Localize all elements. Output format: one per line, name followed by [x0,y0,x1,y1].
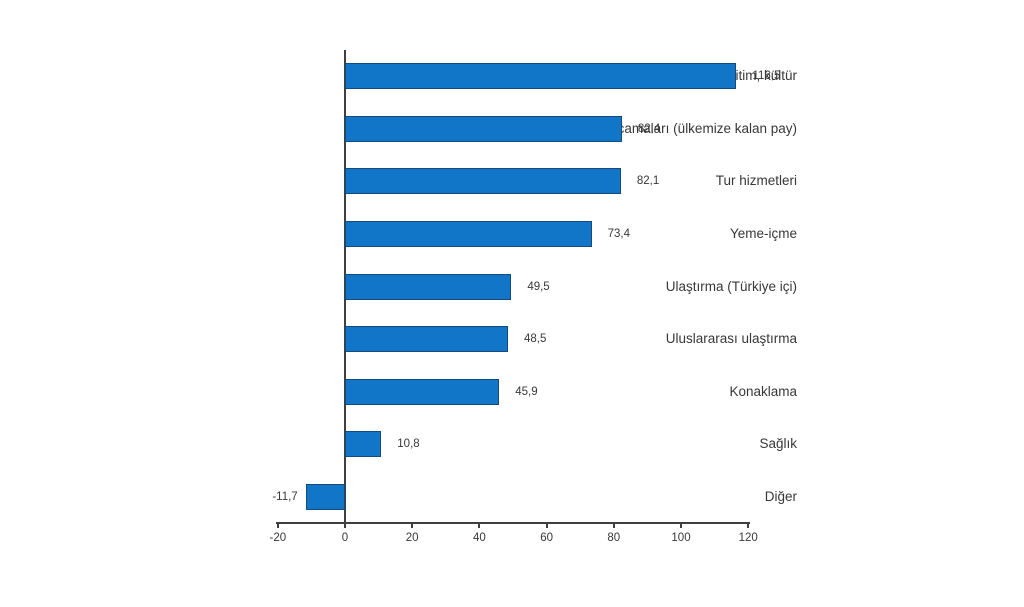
x-tick-label: 0 [341,532,349,544]
category-label: Uluslararası ulaştırma [665,331,797,347]
x-tick-label: -20 [269,532,287,544]
bar [345,63,737,90]
bar [345,273,512,300]
x-tick-label: 100 [671,532,691,544]
bar [345,326,508,353]
x-tick-label: 60 [540,532,553,544]
x-tick-label: 40 [472,532,486,544]
category-label: harcamaları (ülkemize kalan pay) [598,120,797,136]
value-label: 116,5 [752,70,781,83]
x-tick-mark [545,523,548,528]
bar [305,483,345,510]
x-tick-label: 120 [738,532,758,544]
x-tick-mark [612,523,615,528]
category-label: Diğer [764,488,797,504]
value-label: 82,4 [637,122,661,135]
bar [345,168,621,195]
x-tick-label: 20 [405,532,419,544]
value-label: -11,7 [272,490,298,503]
x-tick-mark [680,523,682,528]
value-label: 10,8 [397,438,420,451]
x-tick-mark [276,523,279,528]
x-tick-mark [344,523,346,528]
category-label: Konaklama [729,383,797,399]
category-label: Sağlık [759,436,797,452]
category-label: Tur hizmetleri [715,173,797,189]
x-tick-label: 80 [607,532,621,544]
bar [345,220,592,247]
category-label: Yeme-içme [729,225,797,241]
value-label: 73,4 [607,227,630,240]
x-tick-mark [478,523,481,528]
bar [345,431,382,458]
x-axis-line [276,522,750,524]
bar [345,115,622,142]
bar [345,378,500,405]
value-label: 82,1 [636,175,660,188]
value-label: 49,5 [527,280,550,293]
x-tick-mark [411,523,414,528]
value-label: 48,5 [523,333,547,346]
value-label: 45,9 [515,385,538,398]
x-tick-mark [747,523,750,528]
category-label: Ulaştırma (Türkiye içi) [665,278,797,294]
